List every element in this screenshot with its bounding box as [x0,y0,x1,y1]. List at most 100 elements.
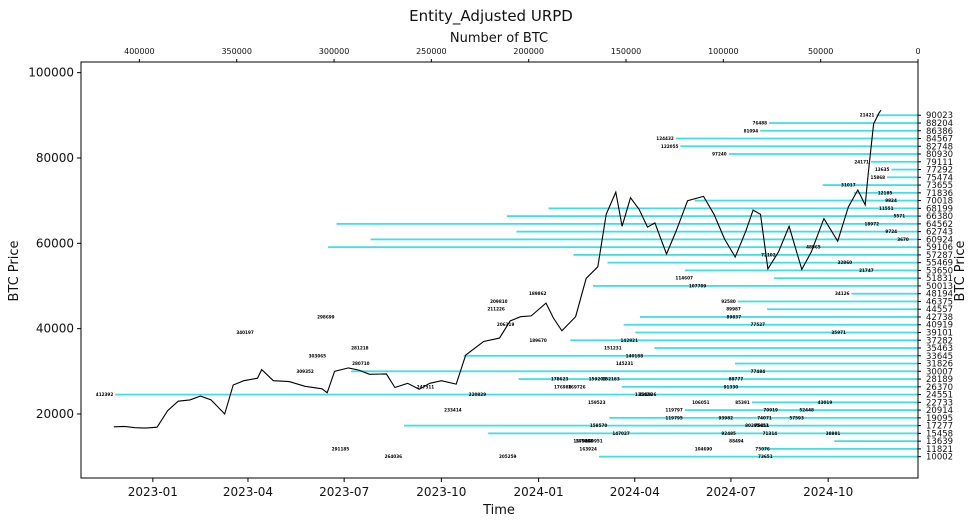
distribution-label: 165868 [576,439,594,444]
y-tick-label: 20000 [36,407,74,421]
distribution-label: 75076 [755,446,770,451]
distribution-label: 205259 [499,454,517,459]
distribution-label: 52448 [799,408,814,413]
distribution-bar [680,145,918,148]
top-tick-label: 200000 [513,47,544,56]
right-tick-label: 88204 [926,119,953,129]
distribution-label: 76488 [753,120,768,125]
x-tick-label: 2024-10 [803,485,853,499]
distribution-bar [623,323,918,326]
right-tick-label: 53650 [926,266,953,276]
distribution-label: 12185 [878,190,893,195]
right-tick-label: 30007 [926,367,953,377]
distribution-bar [351,370,918,373]
distribution-bar [328,246,918,249]
distribution-label: 291185 [332,446,350,451]
distribution-label: 35971 [831,330,846,335]
distribution-bar [573,254,918,256]
x-axis-ticks: 2023-01 2023-04 2023-07 2023-10 2024-01 2024-… [128,478,853,499]
distribution-bar [635,331,918,334]
distribution-label: 21747 [859,268,874,273]
distribution-label: 97240 [712,152,727,157]
right-tick-label: 75474 [926,173,953,183]
right-tick-label: 31826 [926,360,953,370]
distribution-label: 3670 [897,237,909,242]
distribution-label: 298699 [317,314,335,319]
x-tick-label: 2024-07 [706,485,756,499]
distribution-label: 92485 [721,431,736,436]
distribution-label: 15868 [871,175,886,180]
right-tick-label: 44557 [926,305,953,315]
right-tick-label: 28189 [926,375,953,385]
right-tick-label: 46375 [926,297,953,307]
distribution-label: 77527 [751,322,766,327]
right-tick-label: 66380 [926,212,953,222]
distribution-label: 206319 [497,322,515,327]
right-tick-label: 22733 [926,398,953,408]
distribution-bar [851,292,918,295]
distribution-label: 303065 [309,353,327,358]
distribution-label: 13635 [875,167,890,172]
distribution-bar [887,176,918,179]
distribution-label: 89987 [726,307,741,312]
distribution-label: 75651 [754,423,769,428]
right-tick-label: 68199 [926,204,953,214]
right-tick-label: 57287 [926,251,953,261]
distribution-bar [598,455,918,458]
distribution-label: 71314 [763,431,778,436]
right-tick-label: 10002 [926,453,953,463]
distribution-label: 159523 [588,400,606,405]
distribution-label: 34126 [835,291,850,296]
distribution-label: 73651 [758,454,773,459]
right-tick-label: 55469 [926,259,953,269]
right-tick-label: 82748 [926,142,953,152]
right-tick-label: 84567 [926,135,953,145]
distribution-bar [488,432,918,435]
x-tick-label: 2023-10 [416,485,466,499]
right-tick-label: 77292 [926,166,953,176]
distribution-bar [767,308,918,311]
y-axis-ticks: 20000 40000 60000 80000 100000 [28,66,81,421]
distribution-label: 122055 [661,144,679,149]
distribution-bar [370,238,918,241]
distribution-bar [404,424,918,427]
right-tick-label: 62743 [926,228,953,238]
distribution-label: 9824 [885,198,897,203]
distribution-label: 85391 [735,400,750,405]
distribution-label: 167042 [573,439,591,444]
distribution-label: 88494 [729,439,744,444]
distribution-bar [735,362,918,365]
distribution-label: 142821 [621,338,639,343]
distribution-label: 176988 [554,384,572,389]
right-tick-label: 40919 [926,321,953,331]
distribution-label: 119797 [665,408,683,413]
distribution-label: 151231 [604,346,622,351]
distribution-bar [773,277,918,280]
top-tick-label: 250000 [416,47,447,56]
top-axis-title: Number of BTC [450,31,548,46]
distribution-label: 38881 [826,431,841,436]
top-tick-label: 350000 [221,47,252,56]
right-tick-label: 50013 [926,282,953,292]
y-tick-label: 40000 [36,322,74,336]
right-tick-label: 60924 [926,235,953,245]
distribution-label: 5571 [893,214,905,219]
distribution-label: 280710 [352,361,370,366]
right-tick-label: 33645 [926,352,953,362]
distribution-bar [891,168,918,171]
distribution-label: 159203 [589,377,607,382]
x-tick-label: 2024-01 [514,485,564,499]
distribution-label: 264036 [385,454,403,459]
distribution-label: 189670 [529,338,547,343]
distribution-bar [463,354,918,357]
distribution-bars [115,114,919,458]
distribution-label: 340197 [236,330,254,335]
distribution-label: 124432 [656,136,674,141]
distribution-bar [751,401,918,404]
top-tick-label: 400000 [124,47,155,56]
distribution-label: 104690 [695,446,713,451]
distribution-label: 43019 [818,400,833,405]
distribution-bar [607,261,918,264]
distribution-label: 21421 [860,113,875,118]
top-axis-ticks: 400000 350000 300000 250000 200000 150000 1000… [124,47,921,62]
